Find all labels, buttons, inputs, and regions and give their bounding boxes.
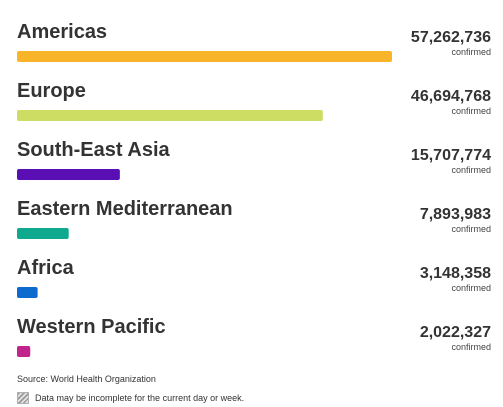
bar-western-pacific[interactable] [17,346,31,357]
incomplete-data-text: Data may be incomplete for the current d… [35,393,245,403]
category-label-eastern-mediterranean: Eastern Mediterranean [17,198,233,220]
value-label-africa: 3,148,358 [420,265,491,282]
value-label-europe: 46,694,768 [411,88,491,105]
hatched-pattern-icon [17,392,29,404]
value-label-western-pacific: 2,022,327 [420,324,491,341]
category-label-western-pacific: Western Pacific [17,316,166,338]
unit-label-africa: confirmed [451,283,491,293]
bar-africa[interactable] [17,287,38,298]
unit-label-eastern-mediterranean: confirmed [451,224,491,234]
category-label-south-east-asia: South-East Asia [17,139,170,161]
category-label-europe: Europe [17,80,86,102]
bar-americas[interactable] [17,51,392,62]
source-note: Source: World Health Organization [17,374,156,384]
unit-label-south-east-asia: confirmed [451,165,491,175]
value-label-eastern-mediterranean: 7,893,983 [420,206,491,223]
category-label-americas: Americas [17,21,107,43]
incomplete-data-note: Data may be incomplete for the current d… [17,392,244,404]
unit-label-americas: confirmed [451,47,491,57]
category-label-africa: Africa [17,257,75,279]
bar-eastern-mediterranean[interactable] [17,228,69,239]
unit-label-western-pacific: confirmed [451,342,491,352]
bar-south-east-asia[interactable] [17,169,120,180]
value-label-south-east-asia: 15,707,774 [411,147,491,164]
bar-europe[interactable] [17,110,323,121]
unit-label-europe: confirmed [451,106,491,116]
value-label-americas: 57,262,736 [411,29,491,46]
